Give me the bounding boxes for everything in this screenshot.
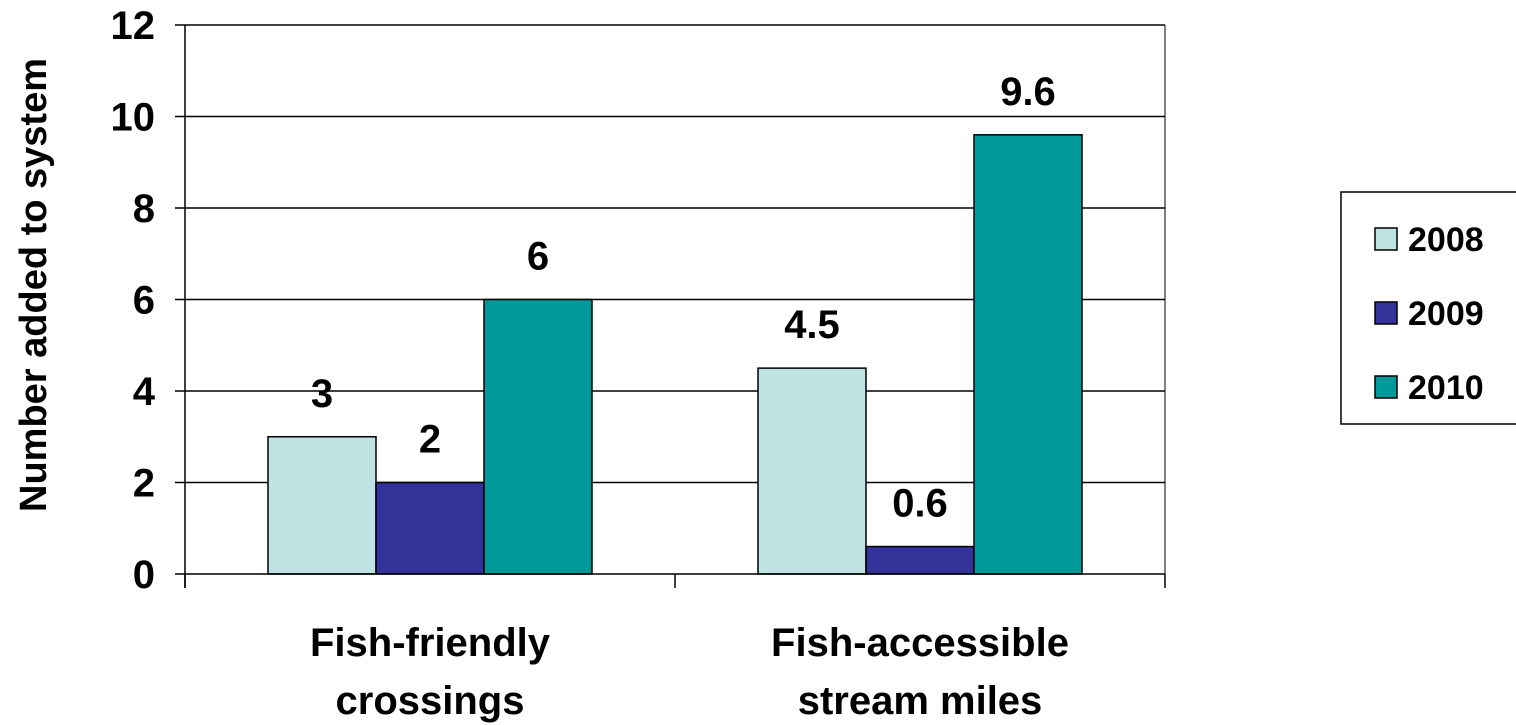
axes xyxy=(175,24,1166,588)
legend: 2008 2009 2010 xyxy=(1340,191,1516,425)
data-label: 0.6 xyxy=(892,482,948,526)
legend-swatch xyxy=(1374,375,1398,399)
legend-box xyxy=(1340,191,1516,425)
legend-swatch xyxy=(1374,227,1398,251)
y-tick-label: 10 xyxy=(111,96,156,140)
bar-2009 xyxy=(865,545,975,575)
x-category-label: Fish-friendly crossings xyxy=(310,621,551,723)
y-tick-label: 4 xyxy=(133,370,156,414)
y-tick-label: 6 xyxy=(133,279,155,323)
y-tick-label: 12 xyxy=(111,4,156,48)
bars xyxy=(267,134,1083,575)
legend-label: 2010 xyxy=(1408,369,1484,407)
legend-swatch xyxy=(1374,301,1398,325)
data-label: 2 xyxy=(419,418,441,462)
labels: 0 2 4 6 8 10 12 3 2 6 Fish-friendly crossings 4.5 0.6… xyxy=(111,4,1069,723)
bar-2008 xyxy=(757,367,867,575)
legend-label: 2008 xyxy=(1408,221,1484,259)
bar-2008 xyxy=(267,436,377,575)
x-category-label: Fish-accessible stream miles xyxy=(771,621,1069,723)
bar-2009 xyxy=(375,481,485,575)
y-axis-title: Number added to system xyxy=(13,58,55,512)
bar-2010 xyxy=(973,134,1083,575)
y-tick-label: 2 xyxy=(133,462,155,506)
legend-label: 2009 xyxy=(1408,295,1484,333)
y-tick-label: 0 xyxy=(133,553,155,597)
data-label: 6 xyxy=(527,235,549,279)
data-label: 9.6 xyxy=(1000,70,1056,114)
y-tick-label: 8 xyxy=(133,187,155,231)
bar-2010 xyxy=(483,298,593,575)
data-label: 3 xyxy=(311,372,333,416)
data-label: 4.5 xyxy=(784,303,840,347)
